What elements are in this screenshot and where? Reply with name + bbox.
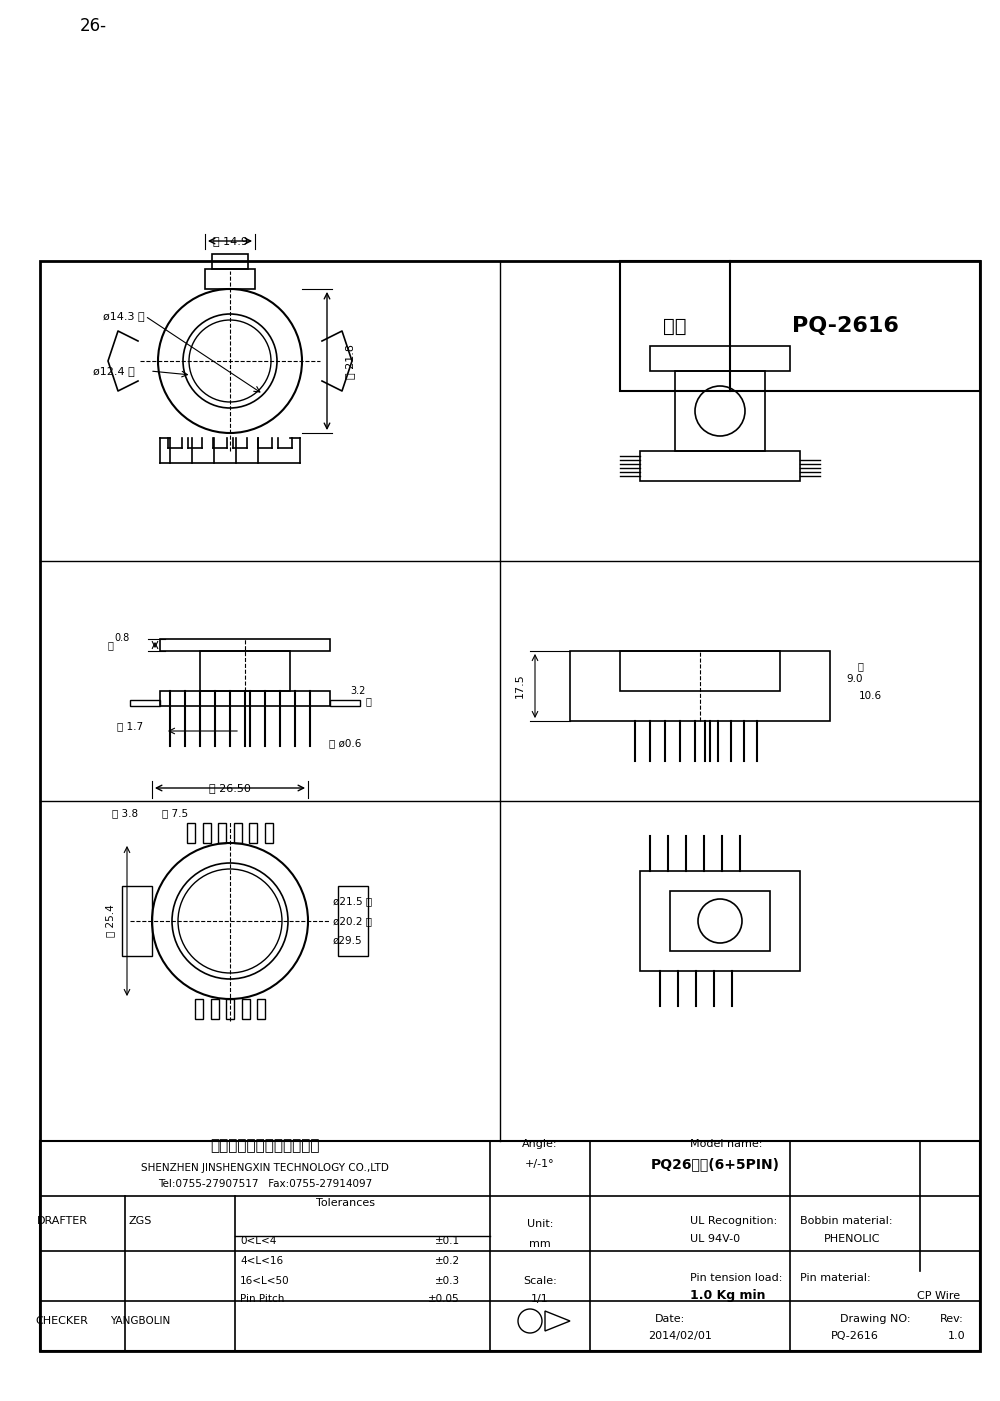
Text: CHECKER: CHECKER	[36, 1316, 88, 1325]
Text: 10.6: 10.6	[858, 691, 882, 700]
Text: Unit:: Unit:	[527, 1219, 553, 1229]
Text: Ⓕ: Ⓕ	[365, 696, 371, 706]
Text: 4<L<16: 4<L<16	[240, 1257, 283, 1267]
Text: 16<L<50: 16<L<50	[240, 1276, 290, 1286]
Text: Ⓖ 1.7: Ⓖ 1.7	[117, 722, 143, 731]
Text: ø21.5 Ⓚ: ø21.5 Ⓚ	[333, 897, 372, 906]
Text: ±0.2: ±0.2	[435, 1257, 460, 1267]
Text: ±0.3: ±0.3	[435, 1276, 460, 1286]
Bar	[40, 1140, 980, 1351]
Text: ø14.3 Ⓑ: ø14.3 Ⓑ	[103, 311, 145, 321]
Text: 9.0: 9.0	[847, 674, 863, 684]
Bar	[670, 891, 770, 951]
Text: Ⓗ ø0.6: Ⓗ ø0.6	[329, 738, 361, 748]
Text: Angle:: Angle:	[522, 1139, 558, 1149]
Text: DRAFTER: DRAFTER	[37, 1216, 88, 1226]
Bar	[330, 700, 360, 706]
Text: Pin material:: Pin material:	[800, 1274, 871, 1283]
Text: ø29.5: ø29.5	[333, 936, 363, 946]
Text: ±0.05: ±0.05	[428, 1295, 460, 1304]
Text: Ⓔ: Ⓔ	[107, 640, 113, 650]
Text: 型号: 型号	[663, 317, 687, 335]
Text: 1.0: 1.0	[948, 1331, 966, 1341]
Bar	[211, 999, 219, 1019]
Text: PQ26立式(6+5PIN): PQ26立式(6+5PIN)	[650, 1157, 780, 1171]
Bar	[130, 700, 160, 706]
Bar	[570, 651, 830, 722]
Bar	[195, 999, 203, 1019]
Bar	[257, 999, 265, 1019]
Text: Tel:0755-27907517   Fax:0755-27914097: Tel:0755-27907517 Fax:0755-27914097	[158, 1180, 372, 1189]
Text: 1/1: 1/1	[531, 1295, 549, 1304]
Bar	[265, 822, 273, 843]
Text: YANGBOLIN: YANGBOLIN	[110, 1316, 170, 1325]
Text: Tolerances: Tolerances	[316, 1198, 375, 1208]
Bar	[203, 822, 211, 843]
Text: Rev:: Rev:	[940, 1314, 964, 1324]
Text: 1.0 Kg min: 1.0 Kg min	[690, 1289, 766, 1303]
Text: ZGS: ZGS	[128, 1216, 152, 1226]
Bar	[40, 261, 980, 1351]
Bar	[242, 999, 250, 1019]
Text: 26-: 26-	[80, 17, 107, 35]
Text: 17.5: 17.5	[515, 674, 525, 698]
Text: PQ-2616: PQ-2616	[831, 1331, 879, 1341]
Text: Ⓡ: Ⓡ	[857, 661, 863, 671]
Text: Bobbin material:: Bobbin material:	[800, 1216, 893, 1226]
Text: Ⓙ 7.5: Ⓙ 7.5	[162, 808, 188, 818]
Text: Ⓓ 21.8: Ⓓ 21.8	[345, 343, 355, 378]
Bar	[640, 451, 800, 481]
Text: 2014/02/01: 2014/02/01	[648, 1331, 712, 1341]
Bar	[205, 269, 255, 289]
Text: PQ-2616: PQ-2616	[792, 317, 898, 336]
Bar	[160, 639, 330, 651]
Text: Ⓓ 26.50: Ⓓ 26.50	[209, 783, 251, 793]
Text: Drawing NO:: Drawing NO:	[840, 1314, 910, 1324]
Polygon shape	[545, 1311, 570, 1331]
Text: mm: mm	[529, 1238, 551, 1250]
Bar	[675, 371, 765, 451]
Text: Model name:: Model name:	[690, 1139, 762, 1149]
Bar	[200, 651, 290, 691]
Text: UL Recognition:: UL Recognition:	[690, 1216, 777, 1226]
Text: UL 94V-0: UL 94V-0	[690, 1234, 740, 1244]
Bar	[338, 885, 368, 955]
Bar	[187, 822, 195, 843]
Text: Scale:: Scale:	[523, 1276, 557, 1286]
Text: 深圳市金盛鑫科技有限公司: 深圳市金盛鑫科技有限公司	[210, 1139, 320, 1153]
Bar	[122, 885, 152, 955]
Bar	[650, 346, 790, 371]
Bar	[640, 871, 800, 971]
Text: Ⓒ 25.4: Ⓒ 25.4	[105, 905, 115, 937]
Text: CP Wire: CP Wire	[917, 1290, 960, 1302]
Bar	[160, 691, 330, 706]
Bar	[620, 261, 980, 391]
Text: 0<L<4: 0<L<4	[240, 1236, 276, 1245]
Text: Pin Pitch: Pin Pitch	[240, 1295, 284, 1304]
Text: ±0.1: ±0.1	[435, 1236, 460, 1245]
Text: +/-1°: +/-1°	[525, 1159, 555, 1168]
Bar	[249, 822, 257, 843]
Text: ø20.2 Ⓛ: ø20.2 Ⓛ	[333, 916, 372, 926]
Text: Pin tension load:: Pin tension load:	[690, 1274, 782, 1283]
Text: Date:: Date:	[655, 1314, 685, 1324]
Bar	[234, 822, 242, 843]
Text: ø12.4 Ⓒ: ø12.4 Ⓒ	[93, 366, 135, 375]
Text: 0.8: 0.8	[114, 633, 130, 643]
Text: PHENOLIC: PHENOLIC	[824, 1234, 880, 1244]
Text: Ⓐ 14.9: Ⓐ 14.9	[213, 235, 248, 247]
Bar	[218, 822, 226, 843]
Bar	[212, 254, 248, 269]
Text: 3.2: 3.2	[350, 686, 366, 696]
Bar	[620, 651, 780, 691]
Text: Ⓘ 3.8: Ⓘ 3.8	[112, 808, 138, 818]
Bar	[226, 999, 234, 1019]
Text: SHENZHEN JINSHENGXIN TECHNOLOGY CO.,LTD: SHENZHEN JINSHENGXIN TECHNOLOGY CO.,LTD	[141, 1163, 389, 1173]
